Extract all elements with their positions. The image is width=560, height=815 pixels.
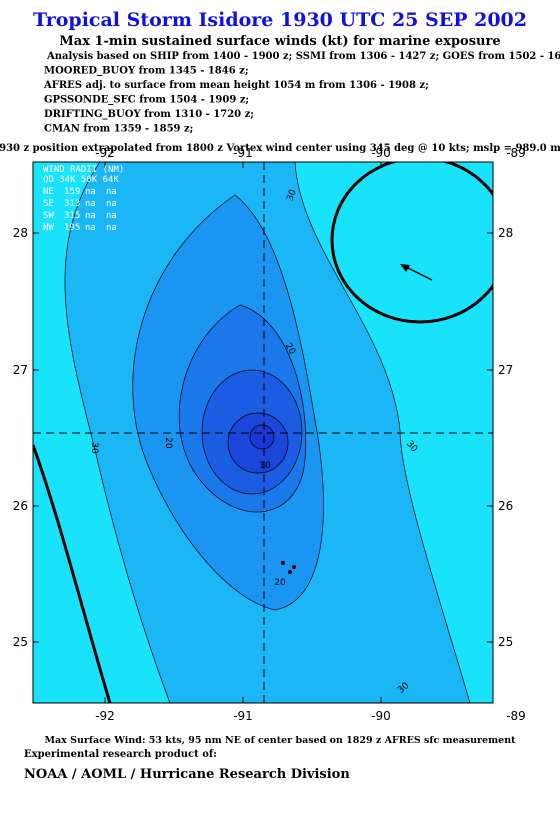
lat-label-right: 28 <box>498 226 513 240</box>
analysis-note: DRIFTING_BUOY from 1310 - 1720 z; <box>44 109 254 120</box>
contour-label: 20 <box>274 578 286 588</box>
lat-label-right: 25 <box>498 635 513 649</box>
wind-radii-cell: na <box>85 223 96 233</box>
footer-note: Experimental research product of: <box>24 749 217 760</box>
lat-label-left: 26 <box>13 499 28 513</box>
wind-radii-cell: NW <box>43 223 54 233</box>
wind-radii-header: QD 34K 50K 64K <box>43 175 119 185</box>
wind-radii-cell: 313 <box>64 199 80 209</box>
analysis-note: CMAN from 1359 - 1859 z; <box>44 124 193 135</box>
contour-label: 10 <box>259 461 271 471</box>
analysis-note: GPSSONDE_SFC from 1504 - 1909 z; <box>44 95 249 106</box>
wind-radii-cell: 315 <box>64 211 80 221</box>
wind-radii-cell: 195 <box>64 223 80 233</box>
contour-label: 30 <box>285 188 298 202</box>
wind-radii-cell: SW <box>43 211 54 221</box>
lat-label-right: 27 <box>498 363 513 377</box>
wind-radii-cell: SE <box>43 199 54 209</box>
lon-label-top: -92 <box>95 146 115 160</box>
wind-radii-cell: na <box>85 199 96 209</box>
wind-radii-cell: 159 <box>64 187 80 197</box>
wind-radii-cell: na <box>106 223 117 233</box>
lat-label-left: 25 <box>13 635 28 649</box>
lon-label-bottom: -91 <box>233 709 253 723</box>
lon-label-bottom: -89 <box>506 709 526 723</box>
lat-label-right: 26 <box>498 499 513 513</box>
analysis-note: MOORED_BUOY from 1345 - 1846 z; <box>44 66 249 77</box>
lon-label-bottom: -92 <box>95 709 115 723</box>
subtitle: Max 1-min sustained surface winds (kt) f… <box>59 34 500 49</box>
lat-label-left: 28 <box>13 226 28 240</box>
contour-label: 20 <box>163 437 173 449</box>
wind-radii-cell: na <box>106 211 117 221</box>
analysis-note: AFRES adj. to surface from mean height 1… <box>43 80 429 91</box>
lon-label-top: -91 <box>233 146 253 160</box>
org: NOAA / AOML / Hurricane Research Divisio… <box>24 767 350 782</box>
wind-radii-cell: na <box>106 199 117 209</box>
analysis-note: Analysis based on SHIP from 1400 - 1900 … <box>46 51 560 62</box>
max-wind-note: Max Surface Wind: 53 kts, 95 nm NE of ce… <box>44 735 516 746</box>
wind-radii-cell: na <box>85 211 96 221</box>
wind-radii-cell: NE <box>43 187 54 197</box>
lon-label-top: -90 <box>371 146 391 160</box>
position-note: 1930 z position extrapolated from 1800 z… <box>0 143 560 154</box>
contour-label: 30 <box>89 442 99 454</box>
wind-radii-title: WIND RADII (NM) <box>43 165 124 175</box>
wind-field <box>33 162 493 703</box>
lat-label-left: 27 <box>13 363 28 377</box>
lon-label-bottom: -90 <box>371 709 391 723</box>
map-frame <box>32 161 494 704</box>
wind-radii-cell: na <box>85 187 96 197</box>
lon-label-top: -89 <box>506 146 526 160</box>
wind-radii-cell: na <box>106 187 117 197</box>
title: Tropical Storm Isidore 1930 UTC 25 SEP 2… <box>33 9 527 31</box>
